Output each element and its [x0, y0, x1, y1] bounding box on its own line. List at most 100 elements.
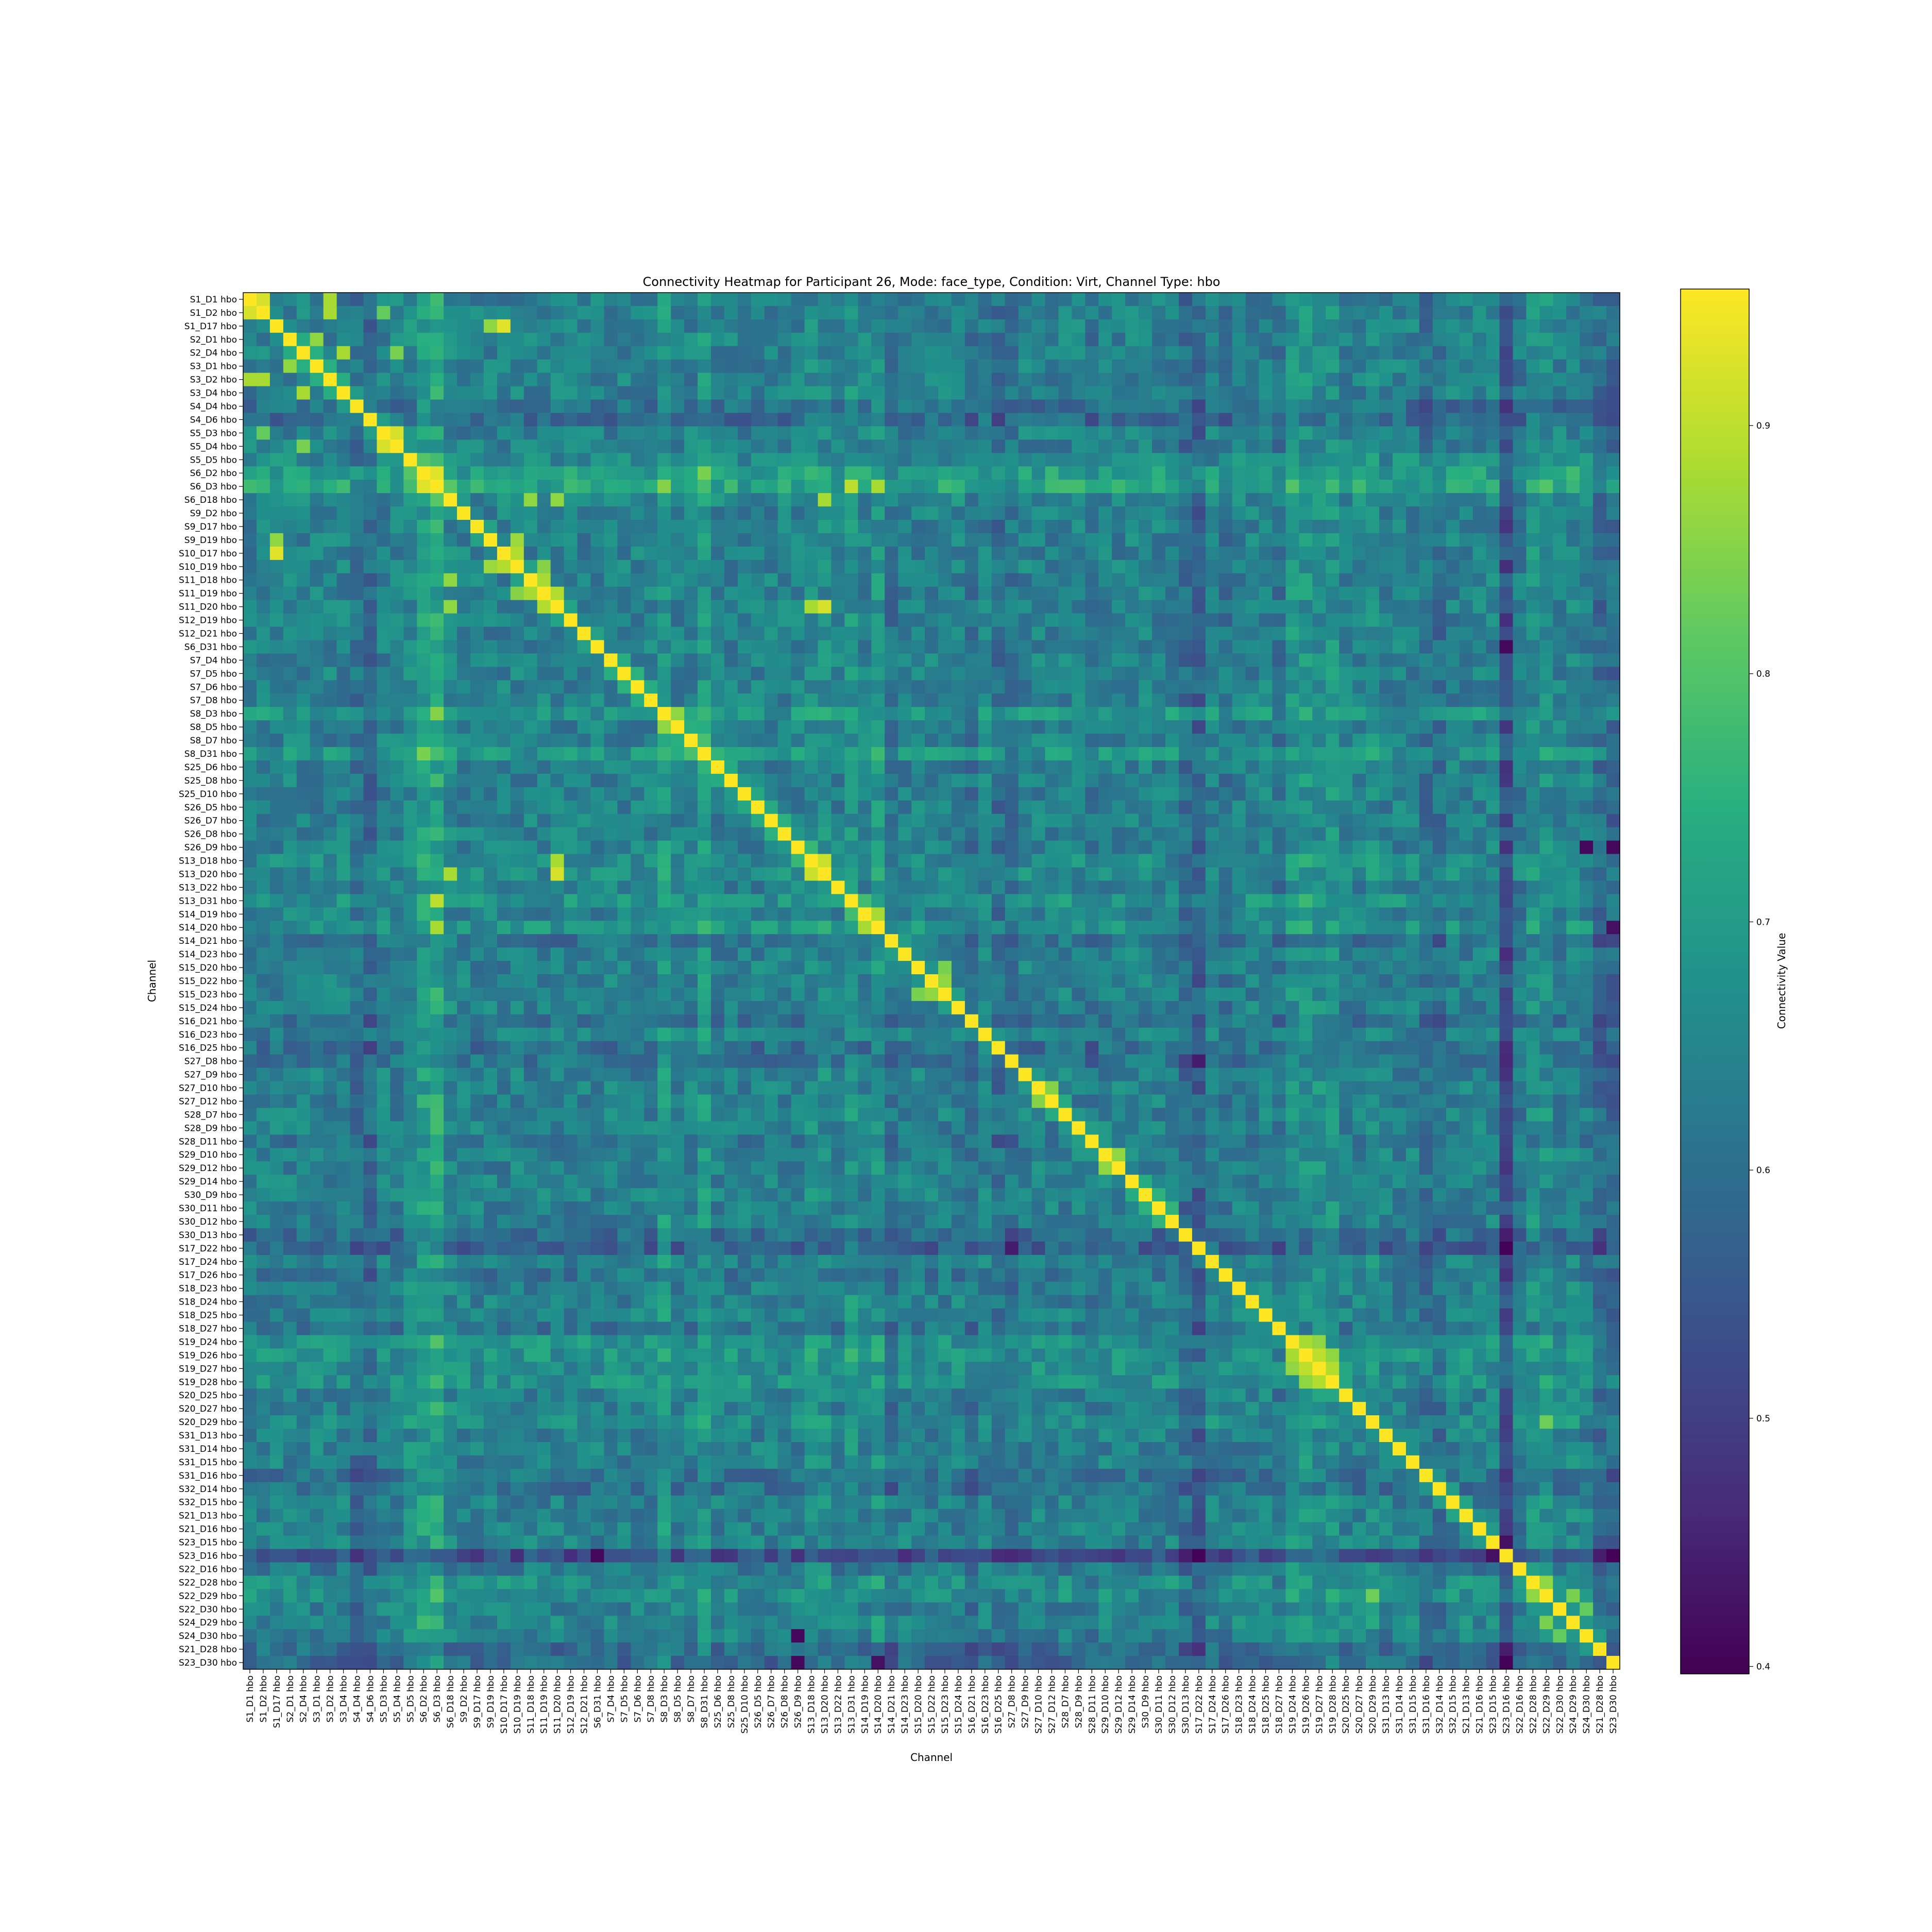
- heatmap-cell: [1446, 520, 1460, 534]
- heatmap-cell: [1205, 734, 1219, 748]
- heatmap-cell: [1205, 586, 1219, 601]
- heatmap-cell: [1232, 720, 1246, 734]
- heatmap-cell: [1580, 413, 1594, 427]
- heatmap-cell: [296, 854, 311, 868]
- heatmap-cell: [1593, 880, 1607, 894]
- heatmap-cell: [1339, 800, 1353, 815]
- heatmap-cell: [323, 332, 337, 347]
- heatmap-cell: [390, 546, 404, 561]
- heatmap-cell: [1513, 533, 1527, 547]
- heatmap-cell: [470, 332, 484, 347]
- heatmap-cell: [1232, 653, 1246, 667]
- heatmap-cell: [1593, 720, 1607, 734]
- heatmap-cell: [523, 867, 538, 882]
- heatmap-cell: [444, 827, 457, 841]
- heatmap-cell: [497, 413, 511, 427]
- heatmap-cell: [858, 707, 872, 721]
- heatmap-cell: [644, 372, 658, 387]
- heatmap-cell: [1218, 426, 1233, 440]
- heatmap-cell: [978, 359, 992, 374]
- heatmap-cell: [1405, 867, 1420, 882]
- heatmap-cell: [964, 734, 979, 748]
- heatmap-cell: [243, 613, 257, 628]
- heatmap-cell: [1178, 667, 1193, 681]
- heatmap-cell: [1005, 399, 1019, 414]
- heatmap-cell: [1553, 332, 1567, 347]
- heatmap-cell: [483, 894, 498, 908]
- heatmap-cell: [1072, 586, 1086, 601]
- heatmap-cell: [1419, 787, 1433, 801]
- heatmap-cell: [1366, 653, 1380, 667]
- heatmap-cell: [898, 760, 912, 774]
- heatmap-cell: [1125, 346, 1139, 360]
- heatmap-cell: [564, 921, 578, 935]
- heatmap-cell: [1446, 720, 1460, 734]
- heatmap-cell: [1499, 399, 1514, 414]
- heatmap-cell: [724, 814, 738, 828]
- heatmap-cell: [1285, 439, 1299, 453]
- heatmap-cell: [1072, 720, 1086, 734]
- heatmap-cell: [256, 894, 270, 908]
- heatmap-cell: [390, 346, 404, 360]
- heatmap-cell: [925, 760, 939, 774]
- heatmap-cell: [1446, 372, 1460, 387]
- heatmap-cell: [871, 787, 885, 801]
- heatmap-cell: [1486, 600, 1500, 614]
- heatmap-cell: [1139, 306, 1153, 320]
- heatmap-cell: [523, 613, 538, 628]
- heatmap-cell: [1285, 546, 1299, 561]
- heatmap-cell: [724, 693, 738, 707]
- heatmap-cell: [497, 293, 511, 307]
- heatmap-cell: [1299, 319, 1313, 333]
- heatmap-cell: [1192, 760, 1206, 774]
- heatmap-cell: [1272, 640, 1286, 654]
- heatmap-cell: [751, 854, 765, 868]
- heatmap-cell: [804, 453, 819, 467]
- heatmap-cell: [938, 707, 952, 721]
- heatmap-cell: [831, 600, 845, 614]
- heatmap-cell: [390, 760, 404, 774]
- heatmap-cell: [1192, 613, 1206, 628]
- heatmap-cell: [831, 680, 845, 694]
- heatmap-cell: [885, 319, 899, 333]
- heatmap-cell: [1192, 894, 1206, 908]
- heatmap-cell: [764, 520, 778, 534]
- heatmap-cell: [1085, 506, 1099, 520]
- heatmap-cell: [1405, 319, 1420, 333]
- heatmap-cell: [938, 426, 952, 440]
- heatmap-cell: [1152, 907, 1166, 921]
- heatmap-cell: [885, 533, 899, 547]
- heatmap-cell: [1606, 480, 1620, 494]
- heatmap-cell: [296, 426, 311, 440]
- heatmap-cell: [1031, 520, 1046, 534]
- heatmap-cell: [269, 560, 284, 574]
- heatmap-cell: [1045, 359, 1059, 374]
- heatmap-cell: [1352, 747, 1366, 761]
- heatmap-cell: [831, 332, 845, 347]
- heatmap-cell: [1432, 533, 1447, 547]
- heatmap-cell: [1139, 453, 1153, 467]
- heatmap-cell: [483, 707, 498, 721]
- heatmap-cell: [1566, 613, 1580, 628]
- heatmap-cell: [951, 760, 965, 774]
- heatmap-cell: [978, 894, 992, 908]
- heatmap-cell: [1085, 640, 1099, 654]
- heatmap-cell: [791, 573, 805, 587]
- heatmap-cell: [871, 867, 885, 882]
- heatmap-cell: [964, 399, 979, 414]
- heatmap-cell: [497, 319, 511, 333]
- heatmap-cell: [457, 546, 471, 561]
- heatmap-cell: [323, 854, 337, 868]
- heatmap-cell: [1299, 693, 1313, 707]
- heatmap-cell: [1205, 800, 1219, 815]
- heatmap-cell: [1259, 426, 1273, 440]
- heatmap-cell: [684, 426, 698, 440]
- heatmap-cell: [1232, 760, 1246, 774]
- heatmap-cell: [1232, 894, 1246, 908]
- heatmap-cell: [764, 640, 778, 654]
- heatmap-cell: [350, 626, 364, 641]
- heatmap-cell: [1379, 626, 1393, 641]
- heatmap-cell: [764, 854, 778, 868]
- heatmap-cell: [724, 613, 738, 628]
- heatmap-cell: [1112, 306, 1126, 320]
